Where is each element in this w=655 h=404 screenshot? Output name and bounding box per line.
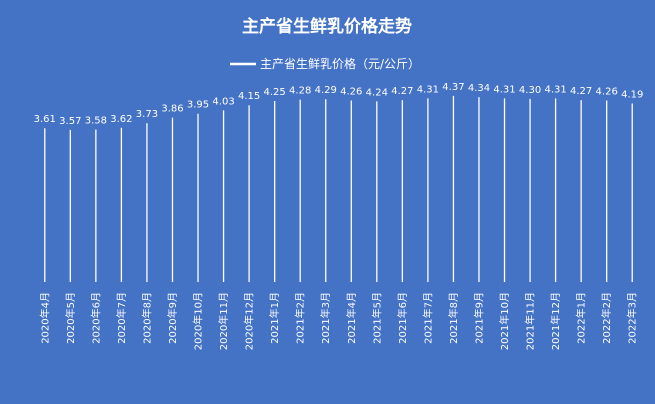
x-tick-label-13: 2021年4月 — [345, 292, 358, 344]
x-tick-label-12: 2021年3月 — [319, 292, 332, 344]
x-tick-label-18: 2021年9月 — [472, 292, 485, 344]
value-label-19: 4.31 — [493, 84, 515, 95]
value-label-12: 4.29 — [315, 85, 337, 96]
value-label-23: 4.26 — [596, 87, 618, 98]
value-label-7: 3.95 — [187, 100, 209, 111]
value-label-16: 4.31 — [417, 84, 439, 95]
x-tick-label-7: 2020年10月 — [192, 292, 205, 350]
x-tick-label-1: 2020年4月 — [38, 292, 51, 344]
x-tick-label-9: 2020年12月 — [243, 292, 256, 350]
value-label-11: 4.28 — [289, 86, 311, 97]
value-label-5: 3.73 — [136, 109, 158, 120]
legend-label: 主产省生鲜乳价格（元/公斤） — [260, 56, 420, 71]
x-tick-label-14: 2021年5月 — [370, 292, 383, 344]
value-label-3: 3.58 — [85, 115, 107, 126]
x-tick-label-6: 2020年9月 — [166, 292, 179, 344]
value-label-14: 4.24 — [366, 87, 388, 98]
x-tick-label-20: 2021年11月 — [524, 292, 537, 350]
x-tick-label-2: 2020年5月 — [64, 292, 77, 344]
chart-title: 主产省生鲜乳价格走势 — [242, 16, 412, 37]
x-tick-label-8: 2020年11月 — [217, 292, 230, 350]
x-tick-label-11: 2021年2月 — [294, 292, 307, 344]
x-tick-label-5: 2020年8月 — [140, 292, 153, 344]
x-tick-labels-group: 2020年4月 2020年5月 2020年6月 2020年7月 2020年8月 2020年… — [38, 292, 638, 350]
value-label-6: 3.86 — [161, 104, 183, 115]
value-label-8: 4.03 — [212, 96, 234, 107]
x-tick-label-24: 2022年3月 — [626, 292, 639, 344]
value-label-21: 4.31 — [544, 84, 566, 95]
value-labels-group: 3.61 3.57 3.58 3.62 3.733.86 3.95 4.03 4.15 4.25… — [34, 82, 644, 127]
value-label-15: 4.27 — [391, 86, 413, 97]
value-label-17: 4.37 — [442, 82, 464, 93]
value-label-1: 3.61 — [34, 114, 56, 125]
x-tick-label-3: 2020年6月 — [89, 292, 102, 344]
value-label-20: 4.30 — [519, 85, 541, 96]
x-tick-label-15: 2021年6月 — [396, 292, 409, 344]
value-label-18: 4.34 — [468, 83, 490, 94]
x-tick-label-23: 2022年2月 — [600, 292, 613, 344]
x-tick-label-17: 2021年8月 — [447, 292, 460, 344]
value-label-22: 4.27 — [570, 86, 592, 97]
x-tick-label-10: 2021年1月 — [268, 292, 281, 344]
x-tick-label-4: 2020年7月 — [115, 292, 128, 344]
x-tick-label-19: 2021年10月 — [498, 292, 511, 350]
value-label-24: 4.19 — [621, 90, 643, 101]
legend: 主产省生鲜乳价格（元/公斤） — [230, 56, 420, 71]
value-label-4: 3.62 — [110, 114, 132, 125]
bars-group — [44, 95, 633, 282]
value-label-13: 4.26 — [340, 87, 362, 98]
value-label-2: 3.57 — [59, 116, 81, 127]
x-tick-label-16: 2021年7月 — [421, 292, 434, 344]
x-tick-label-21: 2021年12月 — [549, 292, 562, 350]
x-tick-label-22: 2022年1月 — [575, 292, 588, 344]
value-label-9: 4.15 — [238, 91, 260, 102]
value-label-10: 4.25 — [264, 87, 286, 98]
